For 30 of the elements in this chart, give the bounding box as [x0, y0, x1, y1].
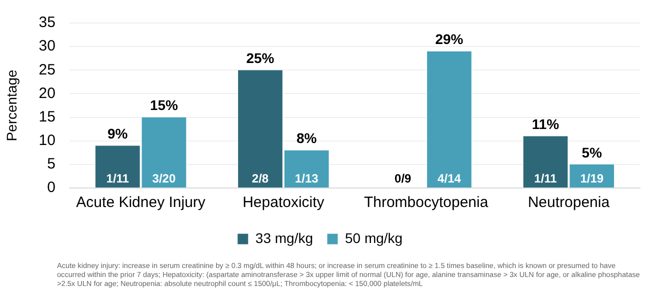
annotation: 1/19: [580, 171, 604, 186]
x-tick-label: Neutropenia: [528, 194, 610, 212]
y-tick-label: 20: [38, 84, 56, 102]
data-label: 5%: [582, 144, 603, 160]
annotation: 4/14: [438, 171, 462, 186]
x-tick-label: Acute Kidney Injury: [76, 194, 206, 212]
data-label: 9%: [108, 125, 128, 142]
y-tick-label: 0: [47, 179, 56, 196]
y-axis-title: Percentage: [3, 69, 20, 142]
annotation: 0/9: [394, 171, 412, 186]
y-tick-label: 15: [38, 108, 56, 126]
annotation: 1/13: [294, 171, 319, 186]
annotation: 1/11: [534, 171, 558, 186]
data-label: 8%: [296, 130, 318, 146]
annotation: 1/11: [106, 171, 130, 186]
data-label: 11%: [532, 116, 560, 132]
annotation: 2/8: [252, 171, 269, 186]
annotation: 3/20: [152, 171, 176, 186]
data-label: 25%: [246, 50, 275, 66]
y-tick-label: 10: [38, 132, 56, 149]
y-tick-label: 25: [38, 61, 56, 78]
legend-label: 33 mg/kg: [255, 230, 314, 246]
x-tick-label: Thrombocytopenia: [364, 194, 489, 212]
data-label: 29%: [435, 31, 464, 48]
x-tick-label: Hepatoxicity: [242, 194, 325, 212]
legend-label: 50 mg/kg: [345, 230, 403, 246]
y-tick-label: 30: [38, 38, 56, 55]
y-tick-label: 35: [38, 14, 56, 32]
y-tick-label: 5: [47, 156, 56, 173]
data-label: 15%: [150, 97, 179, 114]
